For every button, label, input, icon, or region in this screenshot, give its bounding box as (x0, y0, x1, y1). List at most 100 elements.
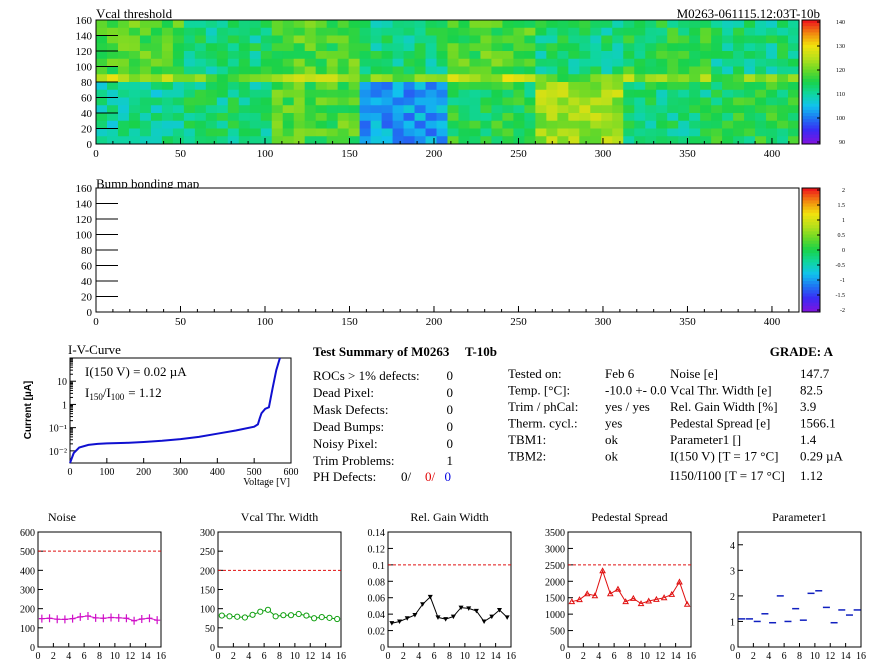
vcal-cell (304, 105, 317, 114)
bump-x-tick-label: 350 (679, 316, 696, 328)
vcal-cell (579, 113, 591, 122)
plot-y-tick-label: 2000 (545, 577, 565, 588)
vcal-cell (392, 120, 405, 129)
plot-y-tick-label: 300 (200, 528, 215, 539)
vcal-cell (392, 97, 405, 106)
vcal-cell (216, 128, 229, 137)
vcal-cell (623, 105, 635, 114)
vcal-cell (161, 35, 174, 44)
vcal-cell (546, 74, 558, 83)
vcal-cell (381, 128, 394, 137)
vcal-scale-swatch (802, 106, 820, 111)
vcal-cell (733, 66, 745, 75)
iv-x-tick-label: 500 (247, 467, 262, 478)
vcal-cell (711, 43, 723, 52)
vcal-cell (403, 66, 416, 75)
bump-scale-swatch (802, 265, 820, 270)
vcal-cell (304, 74, 317, 83)
vcal-cell (447, 120, 459, 129)
vcal-cell (161, 66, 174, 75)
plot-y-tick-label: 0 (380, 643, 385, 654)
vcal-cell (689, 20, 701, 29)
vcal-cell (601, 20, 613, 29)
vcal-cell (139, 82, 152, 91)
vcal-cell (370, 113, 383, 122)
vcal-cell (96, 58, 108, 67)
vcal-cell (315, 35, 328, 44)
vcal-cell (150, 66, 163, 75)
vcal-cell (733, 128, 745, 137)
vcal-cell (238, 51, 251, 60)
plot-x-tick-label: 0 (36, 651, 41, 662)
vcal-cell (293, 51, 306, 60)
vcal-cell (667, 97, 679, 106)
vcal-cell (194, 74, 207, 83)
vcal-cell (557, 97, 569, 106)
vcal-cell (612, 136, 624, 145)
vcal-cell (238, 120, 251, 129)
vcal-cell (392, 82, 405, 91)
summary-row-value: 0 (447, 419, 454, 434)
vcal-cell (337, 51, 350, 60)
vcal-cell (722, 120, 734, 129)
vcal-scale-swatch (802, 134, 820, 139)
vcal-cell (271, 120, 284, 129)
vcal-cell (392, 105, 405, 114)
vcal-cell (249, 136, 262, 145)
vcal-x-tick-label: 0 (93, 148, 99, 160)
vcal-cell (216, 27, 229, 36)
vcal-cell (304, 113, 317, 122)
vcal-cell (337, 82, 350, 91)
vcal-cell (205, 35, 218, 44)
plot-marker (397, 619, 403, 625)
vcal-cell (425, 89, 438, 98)
vcal-cell (282, 35, 295, 44)
vcal-cell (139, 66, 152, 75)
vcal-cell (348, 89, 361, 98)
vcal-cell (271, 89, 284, 98)
vcal-cell (117, 89, 130, 98)
vcal-cell (469, 58, 481, 67)
vcal-cell (139, 136, 152, 145)
plot-series-line (221, 609, 338, 620)
result-row-label: Vcal Thr. Width [e] (670, 383, 772, 398)
vcal-scale-swatch (802, 32, 820, 36)
vcal-cell (381, 74, 394, 83)
vcal-cell (370, 82, 383, 91)
vcal-cell (733, 74, 745, 83)
vcal-cell (172, 89, 185, 98)
vcal-cell (700, 136, 712, 145)
vcal-cell (667, 74, 679, 83)
vcal-scale-swatch (802, 119, 820, 123)
vcal-cell (381, 97, 394, 106)
vcal-y-tick-label: 140 (76, 31, 93, 43)
vcal-cell (150, 105, 163, 114)
vcal-cell (502, 105, 514, 114)
vcal-cell (722, 20, 734, 29)
vcal-cell (293, 27, 306, 36)
vcal-cell (326, 66, 339, 75)
vcal-cell (733, 97, 745, 106)
vcal-cell (678, 58, 690, 67)
vcal-cell (722, 105, 734, 114)
plot-marker (458, 605, 464, 611)
result-row-label: Pedestal Spread [e] (670, 416, 770, 431)
vcal-cell (513, 128, 525, 137)
vcal-cell (458, 128, 470, 137)
vcal-scale-swatch (802, 63, 820, 67)
result-row-value: 0.29 µA (800, 449, 843, 464)
vcal-cell (403, 58, 416, 67)
iv-y-tick-label: 10 (57, 377, 67, 388)
vcal-cell (491, 105, 503, 114)
vcal-cell (139, 35, 152, 44)
vcal-cell (150, 136, 163, 145)
plot-y-tick-label: 0 (30, 643, 35, 654)
vcal-scale-swatch (802, 85, 820, 89)
vcal-cell (238, 97, 251, 106)
summary-row-label: Dead Pixel: (313, 385, 374, 400)
bump-x-tick-label: 400 (764, 316, 781, 328)
bump-scale-swatch (802, 308, 820, 313)
vcal-cell (403, 113, 416, 122)
vcal-cell (667, 58, 679, 67)
vcal-cell (590, 113, 602, 122)
